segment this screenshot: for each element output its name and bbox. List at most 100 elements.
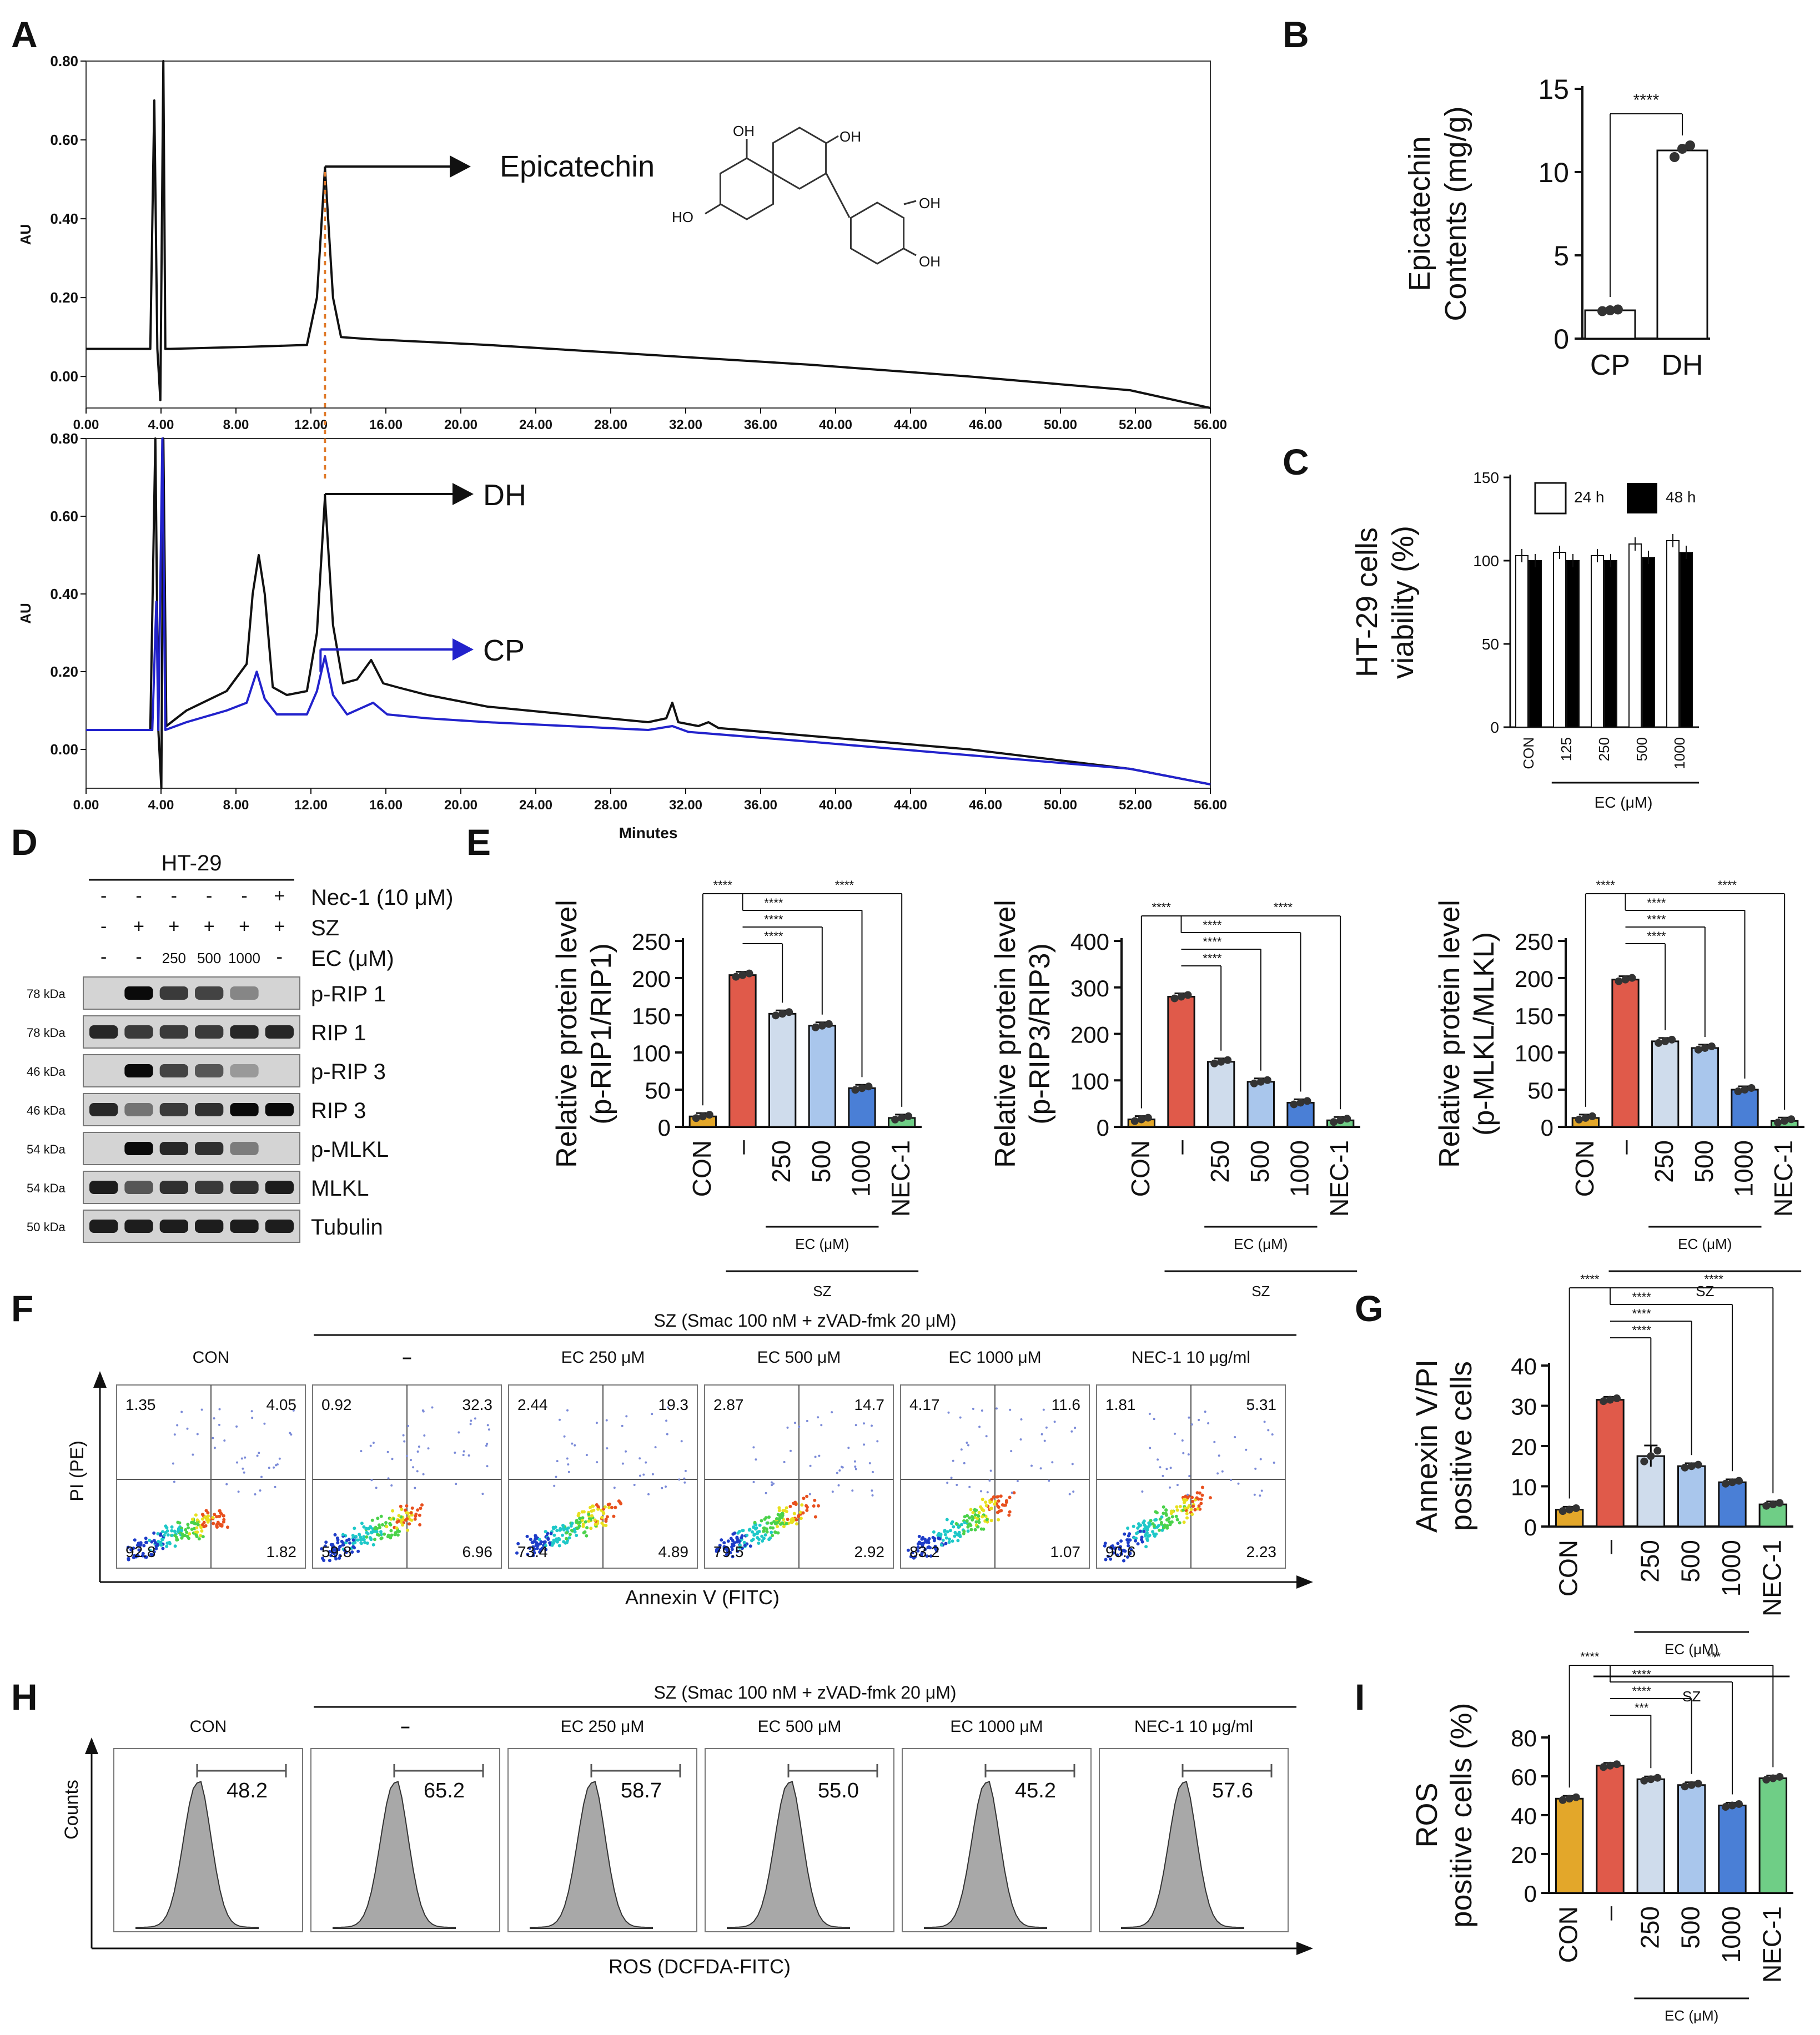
event-dot (1126, 1527, 1130, 1530)
event-dot (370, 1479, 373, 1482)
event-dot (185, 1530, 189, 1534)
event-dot (760, 1534, 764, 1538)
event-dot (737, 1540, 741, 1543)
blot-band (230, 986, 259, 1000)
event-dot (251, 1417, 254, 1419)
bar-500 (1677, 1465, 1706, 1528)
bar-24h-125 (1553, 552, 1566, 728)
event-dot (1199, 1502, 1203, 1505)
treatment-cell: 1000 (228, 950, 260, 966)
bar-250 (1207, 1061, 1235, 1128)
event-dot (752, 1446, 755, 1449)
event-dot (944, 1542, 948, 1545)
event-dot (338, 1554, 342, 1558)
bar-48h-125 (1566, 560, 1580, 728)
x-axis-label: ROS (DCFDA-FITC) (609, 1955, 791, 1978)
data-point (1597, 306, 1607, 316)
event-dot (1040, 1433, 1043, 1435)
data-point (818, 1021, 826, 1030)
event-dot (555, 1475, 557, 1478)
event-dot (1162, 1474, 1164, 1477)
event-dot (213, 1513, 217, 1517)
event-dot (976, 1525, 980, 1529)
event-dot (412, 1466, 415, 1469)
event-dot (384, 1521, 388, 1524)
event-dot (218, 1408, 221, 1411)
event-dot (666, 1433, 668, 1435)
event-dot (385, 1525, 389, 1529)
x-tick-label: 28.00 (594, 417, 627, 432)
event-dot (779, 1522, 783, 1526)
event-dot (401, 1523, 405, 1527)
event-dot (180, 1411, 183, 1413)
event-dot (565, 1540, 569, 1544)
event-dot (226, 1525, 229, 1529)
event-dot (954, 1522, 958, 1525)
event-dot (536, 1544, 540, 1548)
event-dot (868, 1462, 871, 1464)
event-dot (745, 1533, 749, 1537)
event-dot (953, 1534, 957, 1538)
event-dot (917, 1534, 921, 1538)
bond (825, 173, 851, 218)
data-point (1336, 1116, 1345, 1125)
event-dot (274, 1485, 276, 1488)
data-point (1681, 1463, 1689, 1472)
event-dot (201, 1517, 204, 1521)
event-dot (406, 1528, 410, 1532)
y-axis-label: AU (17, 603, 34, 624)
x-tick-label: 44.00 (894, 417, 927, 432)
event-dot (813, 1498, 817, 1502)
x-tick-label: – (1595, 1540, 1623, 1554)
y-axis-label: (p-RIP1/RIP1) (585, 943, 617, 1125)
event-dot (184, 1528, 188, 1532)
y-tick-label: 0.60 (50, 132, 78, 148)
event-dot (197, 1537, 201, 1541)
event-dot (965, 1519, 969, 1523)
ros-histogram (135, 1781, 259, 1929)
event-dot (334, 1557, 338, 1561)
panel-label-b: B (1283, 14, 1309, 55)
sig-label: **** (1580, 1272, 1600, 1286)
x-tick-label: 40.00 (819, 798, 852, 813)
y-tick-label: 100 (1515, 1040, 1553, 1066)
quadrant-ll-value: 79.5 (713, 1543, 744, 1560)
event-dot (1267, 1429, 1270, 1432)
event-dot (916, 1549, 920, 1553)
event-dot (400, 1508, 404, 1511)
panel-label-a: A (11, 14, 38, 55)
event-dot (906, 1548, 910, 1552)
event-dot (204, 1524, 208, 1528)
event-dot (386, 1450, 389, 1453)
event-dot (410, 1518, 414, 1522)
event-dot (968, 1516, 971, 1520)
event-dot (562, 1540, 566, 1544)
data-point (1170, 994, 1179, 1003)
event-dot (404, 1518, 408, 1522)
event-dot (808, 1493, 811, 1495)
event-dot (741, 1529, 745, 1533)
event-dot (757, 1542, 761, 1545)
sz-title: SZ (Smac 100 nM + zVAD-fmk 20 μM) (653, 1311, 956, 1331)
event-dot (820, 1424, 823, 1427)
molecular-weight-label: 46 kDa (27, 1104, 66, 1117)
event-dot (219, 1524, 223, 1528)
data-point (1588, 1112, 1596, 1120)
event-dot (1104, 1558, 1108, 1561)
quadrant-lr-value: 6.96 (462, 1543, 493, 1560)
event-dot (837, 1484, 840, 1487)
data-point (824, 1020, 833, 1028)
blot-band (230, 1103, 259, 1116)
y-axis-label: ROS (1410, 1782, 1444, 1847)
event-dot (133, 1554, 137, 1558)
event-dot (1134, 1539, 1138, 1543)
y-axis-label-line2: Contents (mg/g) (1439, 106, 1472, 321)
data-point (1694, 1460, 1702, 1469)
trace-cp (86, 437, 1211, 785)
event-dot (1170, 1515, 1174, 1519)
event-dot (731, 1532, 735, 1536)
molecular-weight-label: 46 kDa (27, 1065, 66, 1079)
event-dot (1109, 1557, 1113, 1561)
blot-band (195, 1025, 224, 1039)
y-tick-label: 40 (1511, 1353, 1537, 1379)
